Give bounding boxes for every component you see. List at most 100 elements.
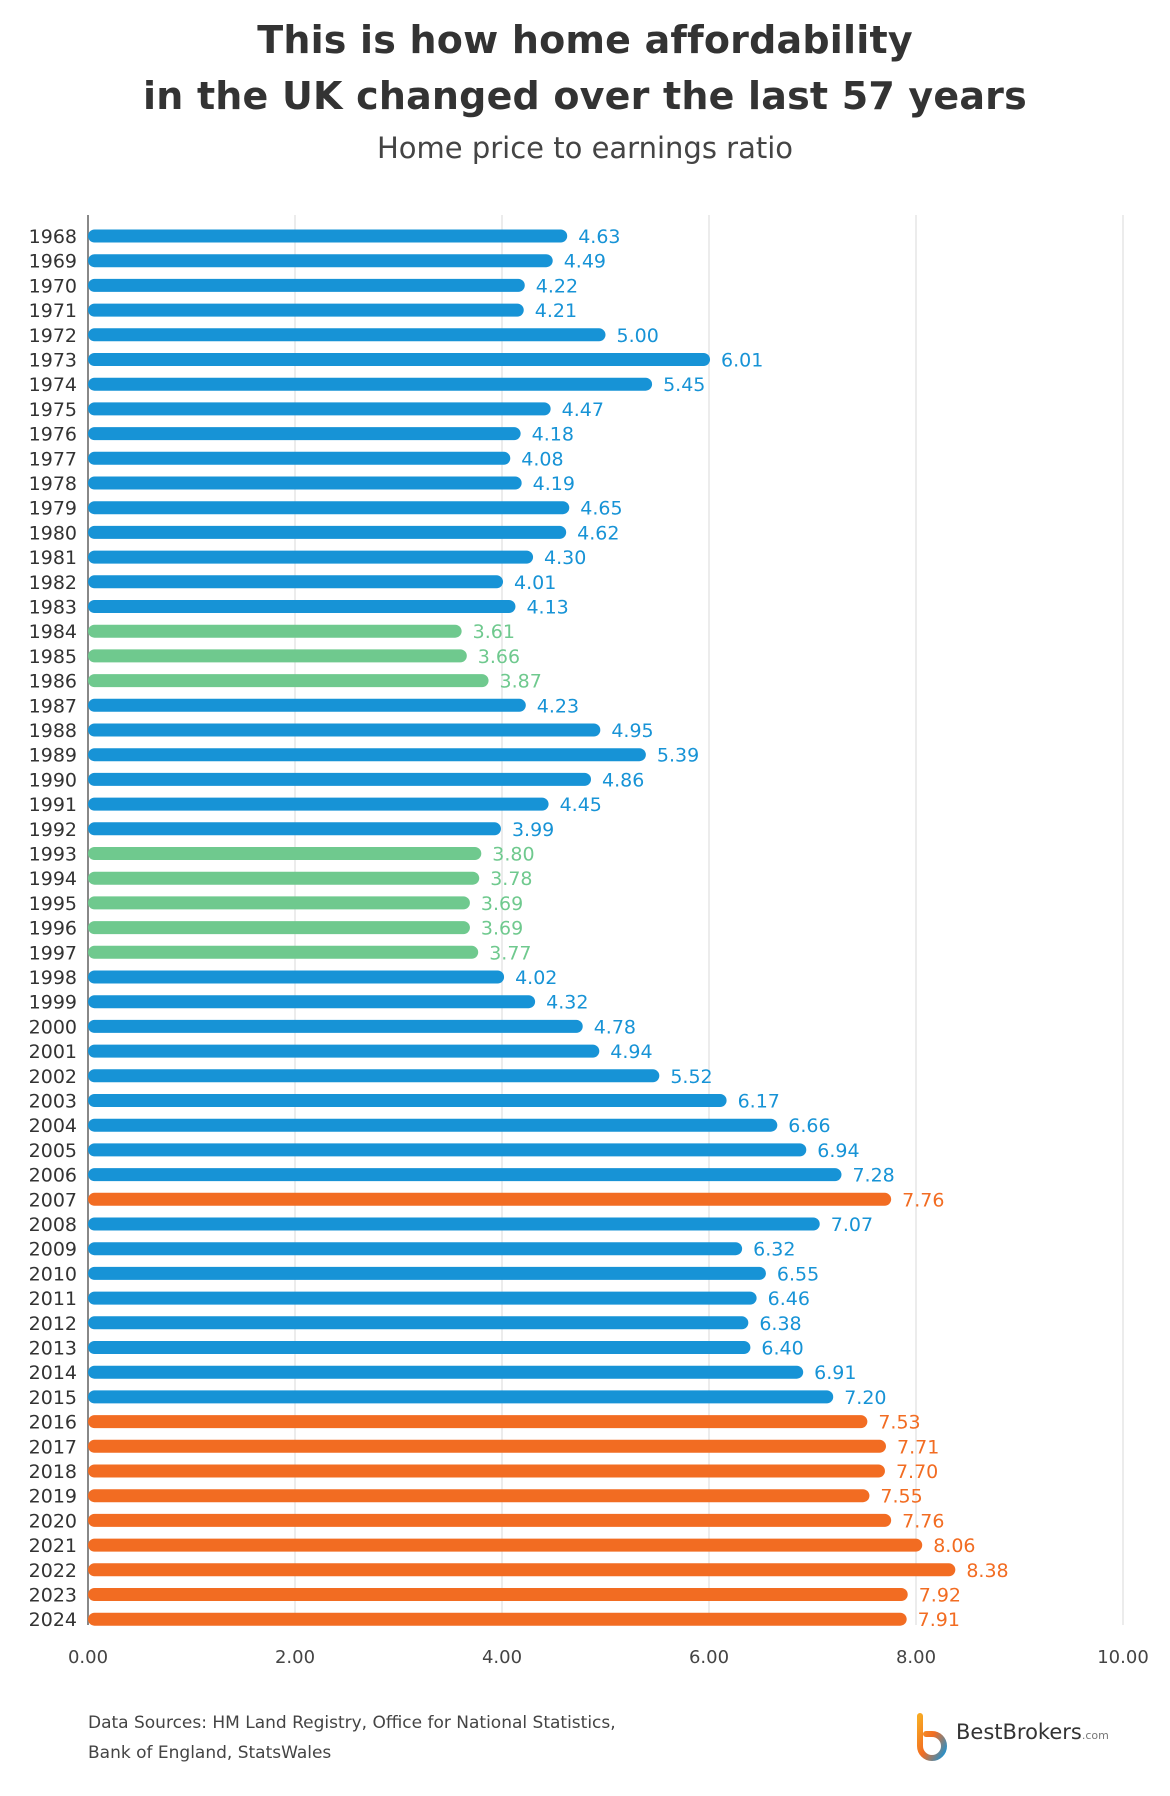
- bar-1983: [88, 600, 516, 613]
- bar-2022: [88, 1563, 956, 1577]
- bar-1972: [88, 328, 606, 342]
- y-tick-label-2008: 2008: [29, 1214, 77, 1236]
- data-label-1985: 3.66: [478, 646, 520, 668]
- bar-2001: [88, 1044, 600, 1058]
- bar-1980: [88, 525, 567, 539]
- y-tick-label-1972: 1972: [29, 325, 77, 347]
- data-label-2007: 7.76: [902, 1189, 944, 1211]
- data-label-2022: 8.38: [966, 1560, 1008, 1582]
- y-tick-label-2021: 2021: [29, 1535, 77, 1557]
- y-tick-label-1996: 1996: [29, 918, 77, 940]
- bestbrokers-logo[interactable]: BestBrokers.com: [912, 1712, 1122, 1762]
- bar-2000: [88, 1019, 583, 1033]
- y-tick-label-1982: 1982: [29, 572, 77, 594]
- chart-title-line-2: in the UK changed over the last 57 years: [143, 74, 1027, 118]
- y-tick-label-2019: 2019: [29, 1486, 77, 1508]
- bar-2008: [88, 1217, 820, 1231]
- chart-title-line-1: This is how home affordability: [257, 18, 913, 62]
- bar-2021: [88, 1538, 923, 1552]
- data-label-2021: 8.06: [933, 1535, 975, 1557]
- bar-1984: [88, 624, 462, 638]
- y-tick-label-1979: 1979: [29, 498, 77, 520]
- bar-1969: [88, 254, 553, 268]
- y-tick-label-1995: 1995: [29, 893, 77, 915]
- bar-1971: [88, 303, 524, 317]
- bar-2024: [88, 1612, 907, 1626]
- bar-2005: [88, 1143, 807, 1157]
- bar-1994: [88, 871, 480, 885]
- bar-2018: [88, 1464, 885, 1478]
- y-tick-label-1975: 1975: [29, 399, 77, 421]
- y-tick-label-2024: 2024: [29, 1609, 77, 1631]
- y-tick-label-2017: 2017: [29, 1436, 77, 1458]
- bar-2013: [88, 1341, 751, 1354]
- bar-2011: [88, 1291, 757, 1305]
- y-tick-label-1976: 1976: [29, 424, 77, 446]
- bar-1985: [88, 649, 467, 663]
- y-tick-label-1987: 1987: [29, 695, 77, 717]
- x-tick-label: 2.00: [275, 1647, 315, 1668]
- data-label-2014: 6.91: [814, 1362, 856, 1384]
- data-label-2005: 6.94: [817, 1140, 859, 1162]
- y-tick-label-2015: 2015: [29, 1387, 77, 1409]
- y-tick-label-2022: 2022: [29, 1560, 77, 1582]
- data-label-2023: 7.92: [919, 1585, 961, 1607]
- data-label-1990: 4.86: [602, 769, 644, 791]
- y-tick-label-1985: 1985: [29, 646, 77, 668]
- y-tick-label-1968: 1968: [29, 226, 77, 248]
- data-label-2004: 6.66: [788, 1115, 830, 1137]
- data-label-2009: 6.32: [753, 1239, 795, 1261]
- bar-1999: [88, 995, 536, 1009]
- data-label-1972: 5.00: [617, 325, 659, 347]
- bar-2014: [88, 1365, 804, 1379]
- data-label-1987: 4.23: [537, 695, 579, 717]
- data-label-1980: 4.62: [577, 522, 619, 544]
- y-tick-label-2003: 2003: [29, 1091, 77, 1113]
- bar-1968: [88, 229, 568, 243]
- y-tick-label-1973: 1973: [29, 350, 77, 372]
- bar-2004: [88, 1118, 778, 1132]
- bar-2015: [88, 1390, 834, 1404]
- bar-1997: [88, 945, 479, 959]
- y-tick-label-1971: 1971: [29, 300, 77, 322]
- y-tick-label-1990: 1990: [29, 769, 77, 791]
- bar-1981: [88, 550, 534, 564]
- bar-2017: [88, 1439, 886, 1453]
- logo-name: BestBrokers: [956, 1720, 1082, 1744]
- data-label-2000: 4.78: [594, 1016, 636, 1038]
- bar-1974: [88, 377, 653, 391]
- bar-1986: [88, 674, 489, 688]
- y-tick-label-2009: 2009: [29, 1239, 77, 1261]
- data-label-2003: 6.17: [738, 1091, 780, 1113]
- data-label-2024: 7.91: [918, 1609, 960, 1631]
- y-tick-label-1997: 1997: [29, 942, 77, 964]
- bar-1973: [88, 353, 711, 366]
- bar-2010: [88, 1266, 766, 1280]
- bar-chart: 0.00 2.00 4.00 6.00 8.00 10.00 1968 4.63 1969 4.4…: [29, 215, 1149, 1668]
- bar-1998: [88, 970, 505, 984]
- bar-1970: [88, 278, 525, 292]
- y-tick-label-2023: 2023: [29, 1585, 77, 1607]
- bar-1975: [88, 402, 551, 416]
- data-label-1996: 3.69: [481, 918, 523, 940]
- data-label-1968: 4.63: [578, 226, 620, 248]
- bar-2023: [88, 1588, 908, 1601]
- data-label-2011: 6.46: [768, 1288, 810, 1310]
- y-tick-label-2012: 2012: [29, 1313, 77, 1335]
- data-label-1993: 3.80: [492, 844, 534, 866]
- y-tick-label-1981: 1981: [29, 547, 77, 569]
- bar-2016: [88, 1415, 868, 1429]
- y-tick-label-2006: 2006: [29, 1165, 77, 1187]
- data-label-2012: 6.38: [759, 1313, 801, 1335]
- data-label-2020: 7.76: [902, 1510, 944, 1532]
- bar-2012: [88, 1316, 749, 1330]
- data-label-1999: 4.32: [546, 992, 588, 1014]
- bar-1979: [88, 501, 570, 515]
- y-tick-label-1986: 1986: [29, 671, 77, 693]
- bar-2006: [88, 1168, 842, 1182]
- y-tick-label-1970: 1970: [29, 275, 77, 297]
- y-tick-label-2018: 2018: [29, 1461, 77, 1483]
- data-label-1986: 3.87: [500, 671, 542, 693]
- y-tick-label-2004: 2004: [29, 1115, 77, 1137]
- y-tick-label-2010: 2010: [29, 1263, 77, 1285]
